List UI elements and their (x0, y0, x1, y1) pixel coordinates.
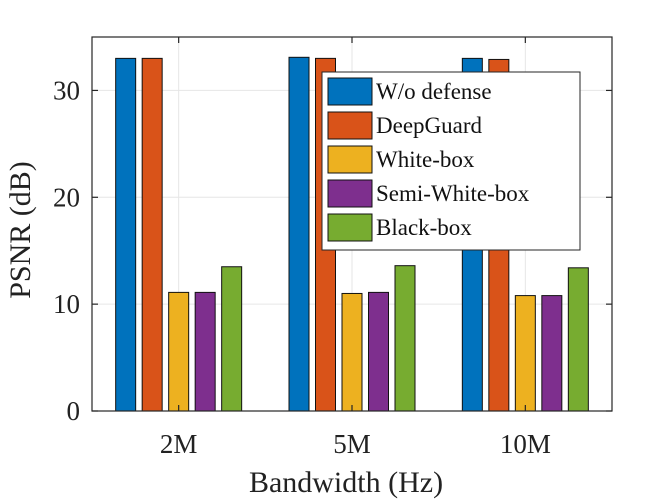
y-tick-label: 30 (53, 75, 80, 105)
x-tick-labels: 2M 5M 10M (160, 429, 551, 459)
bar (194, 291, 216, 412)
legend-label: DeepGuard (376, 113, 483, 138)
bar (341, 292, 363, 412)
y-axis-label: PSNR (dB) (4, 161, 37, 299)
bar (168, 291, 190, 412)
legend-swatch (327, 111, 373, 140)
legend-label: Black-box (376, 215, 472, 240)
series-w-o-defense (115, 56, 483, 412)
x-tick-label: 2M (160, 429, 198, 459)
bar (221, 266, 243, 412)
legend-label: Semi-White-box (376, 181, 530, 206)
x-axis-label: Bandwidth (Hz) (249, 466, 443, 499)
bar (394, 265, 416, 412)
bar (288, 56, 310, 412)
legend-label: W/o defense (376, 79, 492, 104)
legend-label: White-box (376, 147, 475, 172)
y-tick-label: 20 (53, 182, 80, 212)
series-black-box (221, 265, 589, 412)
x-tick-label: 5M (333, 429, 371, 459)
bar (514, 295, 536, 412)
bar (567, 267, 589, 412)
legend: W/o defense DeepGuard White-box Semi-White-… (321, 71, 581, 251)
bar (541, 295, 563, 412)
bar (115, 57, 137, 412)
legend-swatch (327, 179, 373, 208)
y-tick-label: 10 (53, 289, 80, 319)
series-white-box (168, 291, 536, 412)
x-tick-label: 10M (500, 429, 551, 459)
axes (91, 36, 613, 412)
legend-swatch (327, 213, 373, 242)
legend-swatch (327, 77, 373, 106)
bar (368, 291, 389, 412)
y-tick-label: 0 (67, 396, 81, 426)
y-tick-labels: 0 10 20 30 (53, 75, 80, 426)
legend-swatch (327, 145, 373, 174)
bar (141, 57, 163, 412)
